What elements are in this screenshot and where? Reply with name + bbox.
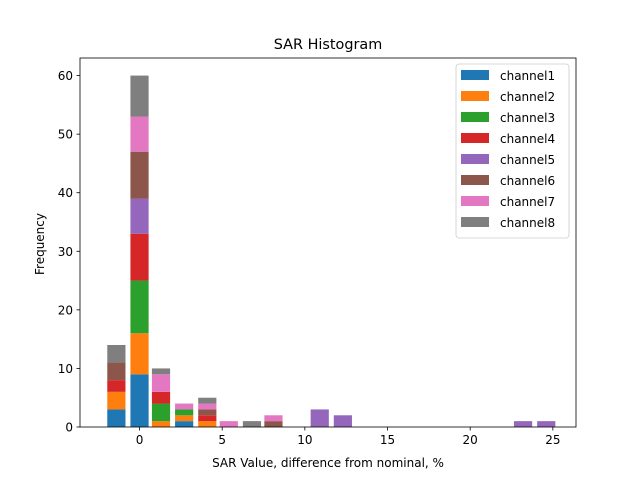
legend-label-channel6: channel6 [500,174,555,188]
axes-group: 0 5 10 15 20 25 0 10 20 30 40 50 60 [58,57,577,447]
y-axis-label: Frequency [33,213,47,275]
bar-channel6-bin-1 [130,151,149,199]
bar-channel6-bin-7 [264,421,283,427]
bar-channel6-bin-4 [198,409,217,416]
bar-channel2-bin-4 [198,421,217,427]
bar-channel5-bin-11 [537,421,556,427]
y-tick-label: 50 [58,128,73,142]
x-axis-label: SAR Value, difference from nominal, % [212,456,444,470]
legend-swatch-channel2 [461,91,489,101]
x-tick-label: 0 [136,433,144,447]
bar-channel2-bin-2 [151,421,171,427]
bar-channel3-bin-2 [151,403,171,422]
legend-label-channel5: channel5 [500,153,555,167]
bar-channel1-bin-3 [175,421,194,427]
bar-channel6-bin-0 [107,362,126,381]
bar-channel2-bin-1 [130,333,149,375]
bar-channel3-bin-1 [130,280,149,334]
y-tick-label: 0 [65,421,73,435]
legend-swatch-channel1 [461,70,489,80]
y-tick-label: 20 [58,303,73,317]
legend-label-channel2: channel2 [500,90,555,104]
bar-channel2-bin-3 [175,415,194,422]
bar-channel8-bin-0 [107,345,126,363]
legend-frame [455,63,570,239]
y-tick-label: 40 [58,186,73,200]
legend-swatch-channel6 [461,175,489,185]
legend-swatch-channel8 [461,217,489,227]
bar-channel8-bin-2 [151,368,171,375]
bar-channel7-bin-2 [151,374,171,392]
legend-swatch-channel5 [461,154,489,164]
bars-group [107,75,556,427]
plot-frame [79,57,577,428]
legend-label-channel3: channel3 [500,111,555,125]
x-tick-label: 5 [218,433,226,447]
legend-swatch-channel4 [461,133,489,143]
bar-channel4-bin-2 [151,391,171,404]
legend-label-channel7: channel7 [500,195,555,209]
bar-channel2-bin-0 [107,391,126,410]
bar-channel7-bin-3 [175,403,194,410]
legend-swatch-channel3 [461,112,489,122]
legend-label-channel1: channel1 [500,69,555,83]
bar-channel4-bin-1 [130,233,149,281]
legend-label-channel8: channel8 [500,216,555,230]
bar-channel7-bin-7 [264,415,283,422]
x-tick-label: 10 [297,433,312,447]
bar-channel7-bin-1 [130,116,149,152]
bar-channel4-bin-4 [198,415,217,422]
bar-channel1-bin-0 [107,409,126,427]
y-tick-label: 30 [58,245,73,259]
x-tick-label: 15 [380,433,395,447]
legend-swatch-channel7 [461,196,489,206]
legend: channel1 channel2 channel3 channel4 channel5… [455,63,570,239]
bar-channel5-bin-8 [310,409,329,427]
bar-channel3-bin-3 [175,409,194,416]
bar-channel8-bin-6 [242,421,262,427]
y-tick-label: 10 [58,362,73,376]
y-tick-label: 60 [58,69,73,83]
bar-channel8-bin-4 [198,397,217,404]
bar-channel7-bin-5 [219,421,238,427]
bar-channel8-bin-1 [130,75,149,117]
bar-channel5-bin-9 [333,415,352,427]
legend-label-channel4: channel4 [500,132,555,146]
x-tick-label: 25 [545,433,560,447]
bar-channel7-bin-4 [198,403,217,410]
x-tick-label: 20 [463,433,478,447]
chart-title: SAR Histogram [274,37,382,53]
bar-channel4-bin-0 [107,380,126,392]
bar-channel5-bin-10 [514,421,533,427]
bar-channel5-bin-1 [130,198,149,234]
bar-channel1-bin-1 [130,374,149,427]
